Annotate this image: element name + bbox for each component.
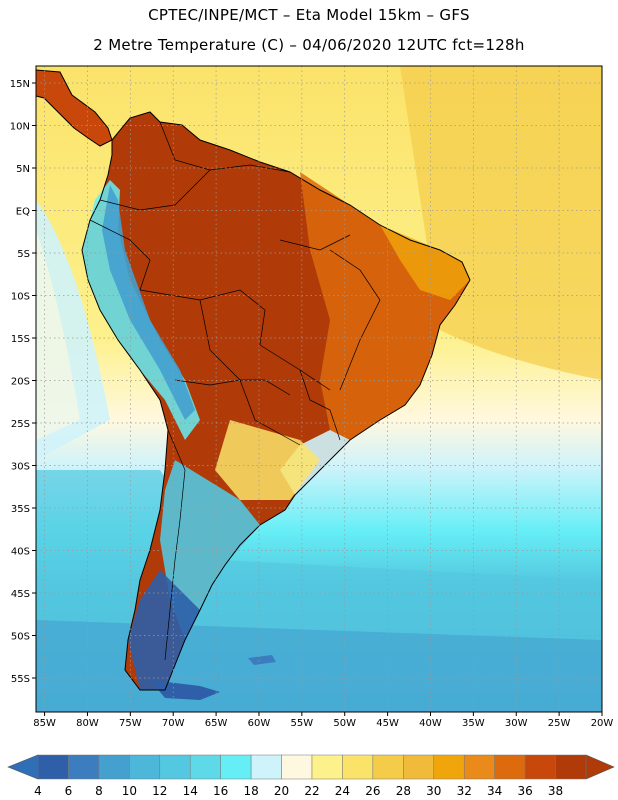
- map-title-line-2: 2 Metre Temperature (C) – 04/06/2020 12U…: [93, 36, 525, 54]
- lon-tick-label: 25W: [548, 718, 571, 729]
- falkland-islands-land: [248, 655, 276, 665]
- lat-tick-label: 5N: [16, 164, 30, 175]
- colorbar-swatch: [463, 754, 495, 780]
- lat-tick-label: 40S: [11, 547, 30, 558]
- colorbar-label: 8: [95, 784, 103, 798]
- lat-tick-label: 10N: [10, 122, 30, 133]
- colorbar-swatch: [372, 754, 404, 780]
- colorbar-swatch: [524, 754, 556, 780]
- colorbar-label: 36: [517, 784, 532, 798]
- lat-tick-label: 5S: [17, 249, 30, 260]
- country-borders: [89, 121, 381, 661]
- map-frame: [35, 65, 603, 713]
- colorbar-label: 38: [548, 784, 563, 798]
- lon-tick-label: 75W: [119, 718, 142, 729]
- northeast-brazil-zone: [380, 225, 470, 300]
- colorbar-label: 24: [335, 784, 350, 798]
- lat-tick-label: 30S: [11, 462, 30, 473]
- colorbar-label: 34: [487, 784, 502, 798]
- lat-tick-label: 20S: [11, 377, 30, 388]
- lon-tick-label: 35W: [462, 718, 485, 729]
- colorbar-swatch: [98, 754, 130, 780]
- southern-patagonia-cold-zone: [128, 570, 200, 690]
- colorbar-swatch: [494, 754, 526, 780]
- colorbar-high-arrow: [585, 754, 615, 780]
- colorbar-label: 10: [122, 784, 137, 798]
- colorbar-swatch: [555, 754, 587, 780]
- colorbar-label: 20: [274, 784, 289, 798]
- colorbar-swatch: [250, 754, 282, 780]
- lat-tick-label: 50S: [11, 632, 30, 643]
- lon-tick-label: 40W: [419, 718, 442, 729]
- colorbar-label: 14: [183, 784, 198, 798]
- map-plot-area: [36, 66, 602, 712]
- colorbar-swatch: [403, 754, 435, 780]
- lat-tick-label: 15S: [11, 334, 30, 345]
- colorbar-swatch: [68, 754, 100, 780]
- lon-tick-label: 60W: [248, 718, 271, 729]
- lon-tick-label: 85W: [33, 718, 56, 729]
- lon-tick-label: 65W: [205, 718, 228, 729]
- lon-tick-label: 45W: [376, 718, 399, 729]
- central-america-coastline: [36, 69, 113, 147]
- colorbar-swatch: [189, 754, 221, 780]
- lon-tick-label: 80W: [76, 718, 99, 729]
- temperature-colorbar: 4 6 8 10 12 14 16 18 20 22 24 26 28 30 32 34 36 38: [7, 754, 615, 798]
- colorbar-swatch: [433, 754, 465, 780]
- lat-tick-label: 35S: [11, 504, 30, 515]
- central-america-land: [36, 70, 112, 146]
- longitude-axis: 85W 80W 75W 70W 65W 60W 55W 50W 45W 40W 35W 30W 25W 2…: [33, 712, 613, 729]
- lon-tick-label: 55W: [291, 718, 314, 729]
- colorbar-label: 26: [365, 784, 380, 798]
- colorbar-label: 30: [426, 784, 441, 798]
- pacific-mild-band: [36, 230, 80, 440]
- colorbar-label: 32: [457, 784, 472, 798]
- colorbar-swatch: [311, 754, 343, 780]
- colorbar-label: 16: [213, 784, 228, 798]
- map-title-line-1: CPTEC/INPE/MCT – Eta Model 15km – GFS: [148, 6, 470, 24]
- colorbar-label: 18: [243, 784, 258, 798]
- colorbar-swatch: [281, 754, 313, 780]
- lon-tick-label: 20W: [591, 718, 614, 729]
- pampas-mild-zone: [215, 420, 320, 500]
- colorbar-label: 4: [34, 784, 42, 798]
- colorbar-low-arrow: [7, 754, 39, 780]
- lat-tick-label: 15N: [10, 79, 30, 90]
- colorbar-swatch: [37, 754, 69, 780]
- colorbar-swatch: [129, 754, 161, 780]
- lat-tick-label: 55S: [11, 674, 30, 685]
- latitude-axis: 15N 10N 5N EQ 5S 10S 15S 20S 25S 30S 35S 40S 45S 50S 5…: [10, 79, 36, 685]
- lon-tick-label: 50W: [333, 718, 356, 729]
- colorbar-label: 28: [396, 784, 411, 798]
- colorbar-label: 6: [65, 784, 73, 798]
- lon-tick-label: 70W: [162, 718, 185, 729]
- lon-tick-label: 30W: [505, 718, 528, 729]
- colorbar-label: 12: [152, 784, 167, 798]
- lat-tick-label: EQ: [16, 207, 30, 218]
- lat-tick-label: 10S: [11, 292, 30, 303]
- lat-tick-label: 25S: [11, 419, 30, 430]
- colorbar-swatch: [342, 754, 374, 780]
- lat-tick-label: 45S: [11, 589, 30, 600]
- colorbar-swatch: [159, 754, 191, 780]
- colorbar-swatch: [220, 754, 252, 780]
- south-america-coastline: [81, 111, 471, 691]
- andes-high-altitude-strip: [102, 185, 195, 420]
- colorbar-label: 22: [304, 784, 319, 798]
